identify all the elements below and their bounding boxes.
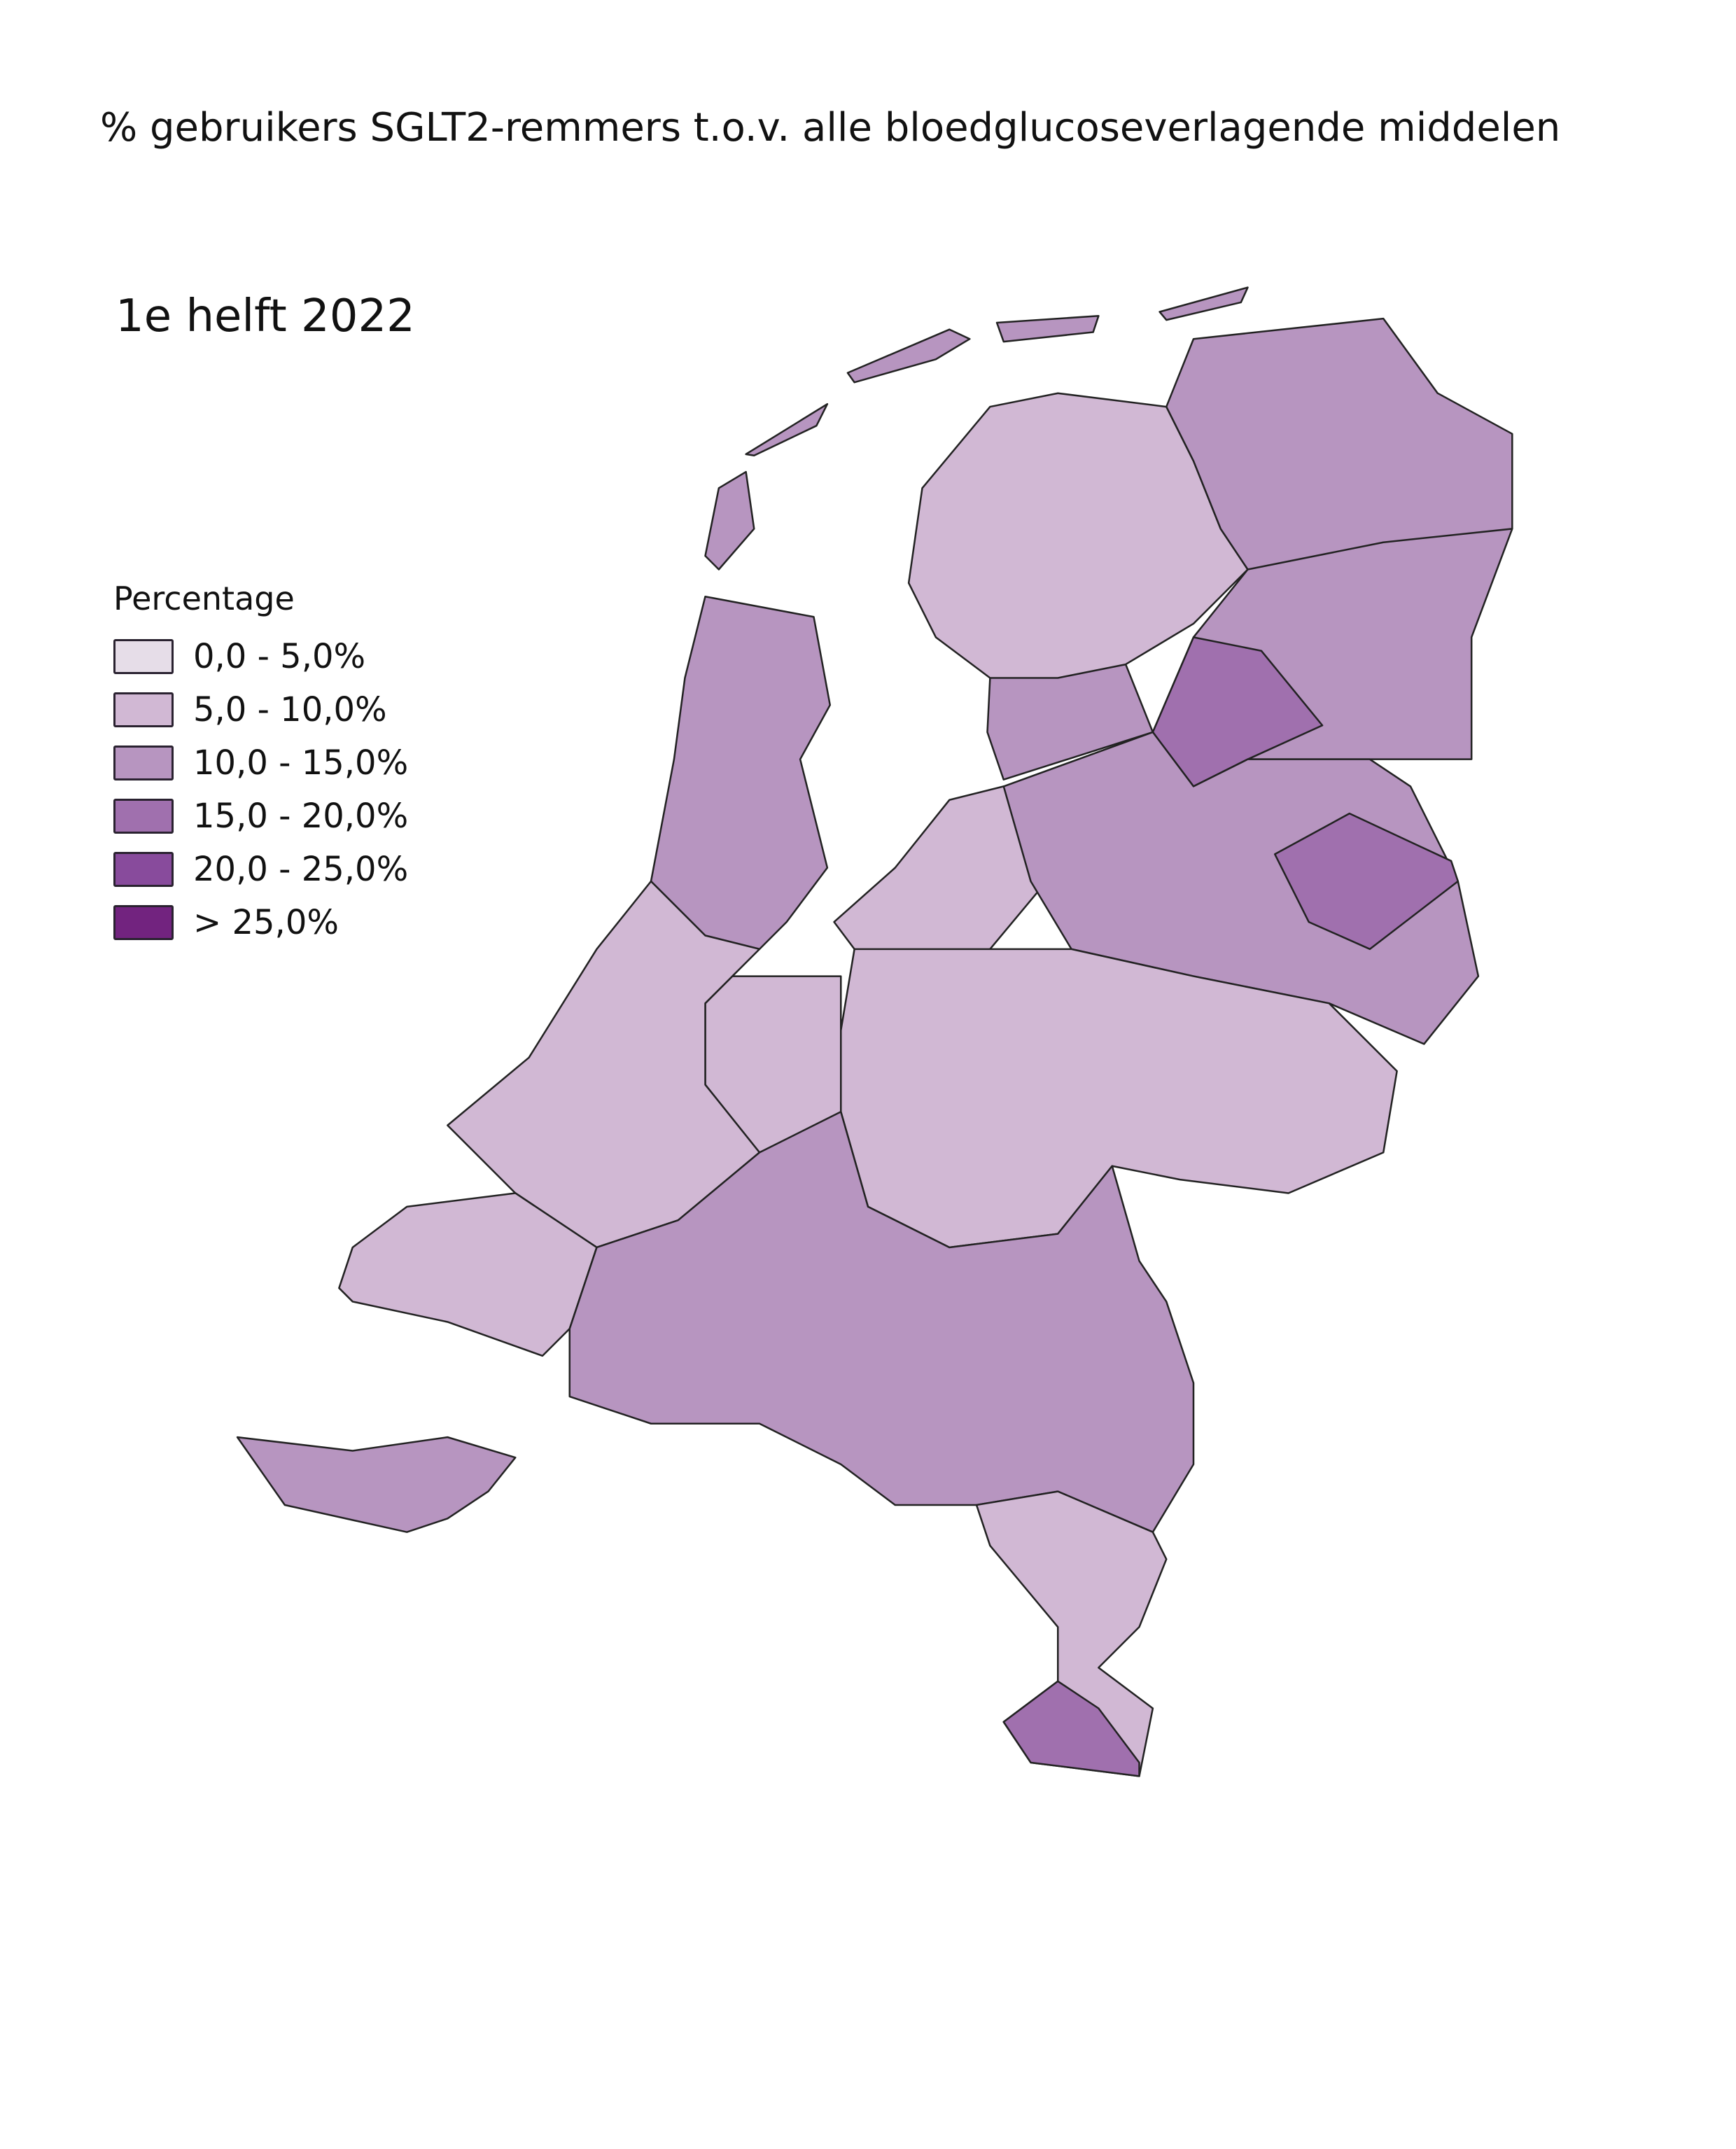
map-region (907, 392, 1249, 679)
legend-label: 10,0 - 15,0% (193, 743, 409, 783)
legend-item: 15,0 - 20,0% (113, 790, 408, 843)
legend-swatch (113, 799, 174, 834)
map-region (650, 595, 832, 951)
map-region (568, 1111, 1195, 1533)
legend-label: 5,0 - 10,0% (193, 690, 387, 729)
legend-swatch (113, 639, 174, 674)
legend-item: 5,0 - 10,0% (113, 683, 408, 736)
legend-title: Percentage (113, 580, 295, 617)
map-region (846, 328, 971, 384)
map-region (995, 315, 1100, 343)
legend-item: 0,0 - 5,0% (113, 630, 408, 683)
map-region (704, 470, 755, 570)
legend-swatch (113, 852, 174, 887)
legend-swatch (113, 905, 174, 940)
legend-label: 0,0 - 5,0% (193, 637, 366, 676)
map-region (1002, 1680, 1140, 1777)
map-region (745, 402, 829, 457)
map-title: % gebruikers SGLT2-remmers t.o.v. alle b… (100, 105, 1561, 150)
legend-item: 20,0 - 25,0% (113, 843, 408, 896)
map-region (338, 1192, 598, 1357)
map-region (1273, 812, 1460, 951)
map-region (236, 1436, 517, 1533)
legend-label: 15,0 - 20,0% (193, 797, 409, 836)
legend-item: > 25,0% (113, 896, 408, 949)
legend-swatch (113, 746, 174, 780)
map-region (1158, 286, 1249, 321)
map-subtitle: 1e helft 2022 (115, 290, 415, 342)
legend-swatch (113, 692, 174, 727)
legend: Percentage 0,0 - 5,0% 5,0 - 10,0% 10,0 - 1… (113, 580, 408, 949)
legend-label: 20,0 - 25,0% (193, 850, 409, 889)
legend-item: 10,0 - 15,0% (113, 736, 408, 790)
legend-label: > 25,0% (193, 903, 339, 942)
